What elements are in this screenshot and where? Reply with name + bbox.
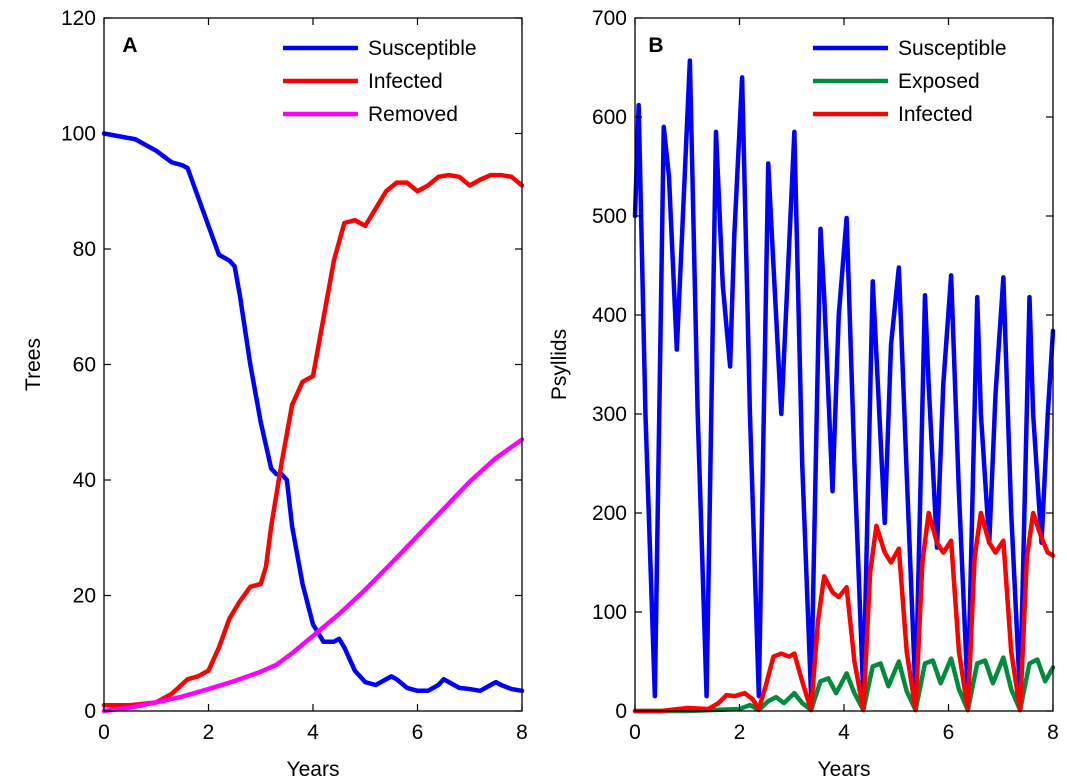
legend: Susceptible Exposed Infected	[813, 37, 1007, 126]
y-tick-label: 400	[592, 304, 627, 327]
x-tick-label: 0	[98, 721, 110, 744]
series-line-infected	[632, 510, 1056, 714]
y-tick-label: 700	[592, 7, 627, 30]
y-tick-label: 80	[73, 238, 96, 261]
legend: Susceptible Infected Removed	[283, 37, 477, 126]
y-tick-label: 40	[73, 469, 96, 492]
y-tick-label: 20	[73, 585, 96, 608]
panel-b: 0 2 4 6 8 0 100 200 300 400 500 600 700 Years Psyllids…	[548, 7, 1059, 780]
x-tick-label: 4	[838, 721, 850, 744]
y-tick-label: 0	[615, 700, 627, 723]
x-tick-label: 8	[1047, 721, 1059, 744]
x-tick-label: 4	[307, 721, 319, 744]
legend-label: Susceptible	[368, 37, 477, 60]
y-axis-title: Trees	[22, 338, 45, 391]
series-line-susceptible	[632, 58, 1056, 699]
x-axis-title: Years	[287, 758, 340, 780]
series-line-removed	[101, 437, 525, 714]
y-tick-label: 60	[73, 354, 96, 377]
x-axis-title: Years	[818, 758, 871, 780]
y-tick-label: 0	[84, 700, 96, 723]
legend-label: Infected	[368, 70, 443, 93]
y-tick-label: 500	[592, 205, 627, 228]
series-line-susceptible	[101, 131, 525, 694]
x-tick-label: 6	[943, 721, 955, 744]
y-axis-title: Psyllids	[548, 329, 571, 400]
legend-label: Exposed	[898, 70, 980, 93]
series-line-infected	[101, 172, 525, 708]
panel-label: B	[648, 34, 663, 57]
x-tick-label: 2	[734, 721, 746, 744]
legend-label: Susceptible	[898, 37, 1007, 60]
legend-label: Removed	[368, 103, 458, 126]
y-tick-label: 100	[61, 123, 96, 146]
series-line-exposed	[632, 655, 1056, 714]
x-tick-label: 6	[412, 721, 424, 744]
legend-label: Infected	[898, 103, 973, 126]
y-tick-label: 200	[592, 502, 627, 525]
x-tick-label: 8	[516, 721, 528, 744]
y-tick-label: 300	[592, 403, 627, 426]
x-tick-label: 2	[203, 721, 215, 744]
x-tick-label: 0	[629, 721, 641, 744]
panel-label: A	[122, 34, 137, 57]
y-tick-label: 100	[592, 601, 627, 624]
y-tick-label: 600	[592, 106, 627, 129]
y-tick-label: 120	[61, 7, 96, 30]
